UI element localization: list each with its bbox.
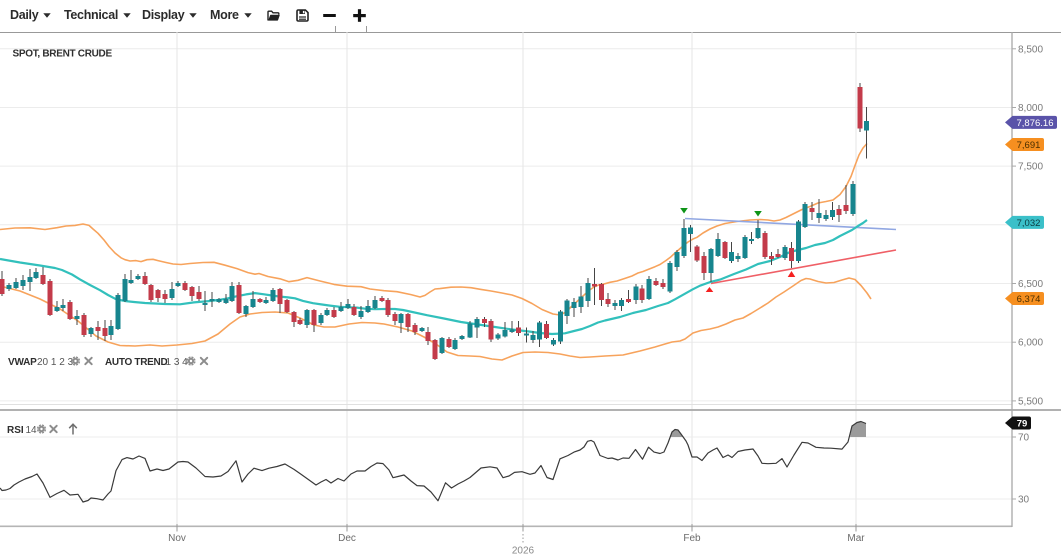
svg-text:AUTO TREND: AUTO TREND — [105, 357, 167, 368]
svg-text:8,000: 8,000 — [1018, 103, 1043, 114]
svg-text:RSI: RSI — [7, 425, 24, 436]
svg-text:6,374: 6,374 — [1017, 294, 1041, 305]
svg-text:6,000: 6,000 — [1018, 338, 1043, 349]
svg-text:SPOT, BRENT CRUDE: SPOT, BRENT CRUDE — [13, 49, 113, 60]
svg-text:30: 30 — [1018, 495, 1030, 506]
svg-text:Feb: Feb — [683, 533, 701, 544]
svg-text:2026: 2026 — [512, 546, 535, 554]
svg-text:5,500: 5,500 — [1018, 396, 1043, 407]
svg-text:VWAP: VWAP — [8, 357, 37, 368]
svg-text:6,500: 6,500 — [1018, 279, 1043, 290]
svg-text:1 3 4: 1 3 4 — [166, 357, 189, 368]
svg-text:Dec: Dec — [338, 533, 356, 544]
svg-text:8,500: 8,500 — [1018, 44, 1043, 55]
svg-text:7,500: 7,500 — [1018, 162, 1043, 173]
svg-text:7,032: 7,032 — [1017, 218, 1041, 229]
svg-text:7,691: 7,691 — [1017, 140, 1041, 151]
svg-text:14: 14 — [26, 425, 38, 436]
svg-text:Nov: Nov — [168, 533, 186, 544]
svg-text:7,876.16: 7,876.16 — [1017, 118, 1054, 129]
svg-text:20 1 2 3: 20 1 2 3 — [37, 357, 74, 368]
svg-text:70: 70 — [1018, 433, 1030, 444]
svg-text:79: 79 — [1017, 419, 1028, 430]
svg-text:Mar: Mar — [847, 533, 865, 544]
